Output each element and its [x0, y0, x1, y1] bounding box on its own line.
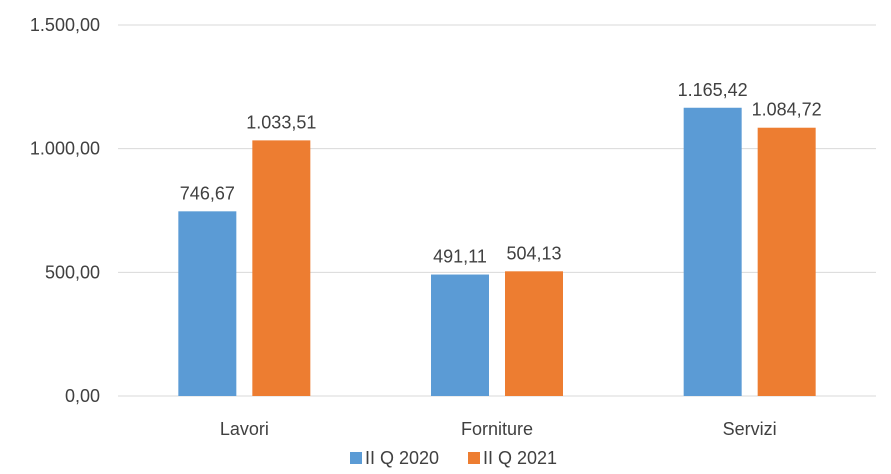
bar-lavori-series-1 [178, 211, 237, 396]
y-tick-label: 0,00 [65, 386, 100, 406]
legend-label: II Q 2021 [483, 448, 557, 468]
y-tick-label: 1.000,00 [30, 139, 100, 159]
bar-forniture-series-2 [505, 271, 563, 396]
bar-servizi-series-1 [683, 107, 742, 397]
x-category-label: Forniture [461, 419, 533, 439]
data-label: 504,13 [506, 243, 561, 263]
data-label: 746,67 [180, 183, 235, 203]
y-axis-tick-labels: 0,00 500,00 1.000,00 1.500,00 [30, 15, 100, 406]
bars [178, 107, 816, 397]
bar-servizi-series-2 [757, 127, 816, 396]
legend-swatch [350, 452, 362, 464]
legend-swatch [468, 452, 480, 464]
x-category-label: Servizi [723, 419, 777, 439]
data-label: 1.033,51 [246, 112, 316, 132]
x-category-label: Lavori [220, 419, 269, 439]
data-label: 491,11 [433, 247, 487, 267]
bar-lavori-series-2 [252, 140, 311, 396]
legend-label: II Q 2020 [365, 448, 439, 468]
x-axis-category-labels: Lavori Forniture Servizi [220, 419, 777, 439]
bar-forniture-series-1 [431, 274, 489, 396]
data-label: 1.084,72 [752, 100, 822, 120]
data-label: 1.165,42 [678, 80, 748, 100]
gridlines [118, 24, 876, 397]
legend: II Q 2020 II Q 2021 [350, 448, 557, 468]
y-tick-label: 1.500,00 [30, 15, 100, 35]
y-tick-label: 500,00 [45, 262, 100, 282]
data-labels: 746,67 1.033,51 491,11 504,13 1.165,421.084,… [180, 80, 822, 267]
